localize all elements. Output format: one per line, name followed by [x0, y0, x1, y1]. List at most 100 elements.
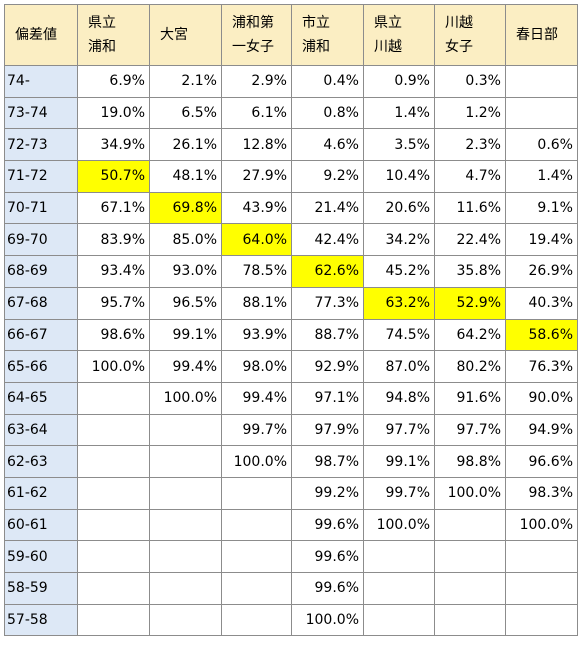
rate-cell: [149, 445, 222, 478]
rate-cell: 97.7%: [363, 413, 435, 447]
rate-cell: 80.2%: [434, 350, 506, 383]
rate-cell: [77, 540, 150, 573]
rate-cell: 97.1%: [291, 381, 364, 415]
band-cell: 64-65: [4, 381, 78, 415]
rate-cell: 26.1%: [149, 128, 222, 162]
band-cell: 63-64: [4, 413, 78, 447]
rate-cell: 95.7%: [77, 286, 150, 320]
band-cell: 70-71: [4, 191, 78, 225]
school-header: 春日部: [505, 4, 578, 66]
rate-cell: 20.6%: [363, 191, 435, 225]
rate-cell: 19.4%: [505, 223, 578, 257]
rate-cell: 88.1%: [221, 286, 292, 320]
table-row: 63-64 99.7% 97.9% 97.7% 97.7% 94.9%: [4, 413, 578, 447]
rate-cell: 99.1%: [363, 445, 435, 478]
rate-cell: [149, 413, 222, 447]
rate-cell: 67.1%: [77, 191, 150, 225]
table-body: 74- 6.9% 2.1% 2.9% 0.4% 0.9% 0.3% 73-74 19.0% 6.5…: [4, 65, 578, 637]
table-row: 67-68 95.7% 96.5% 88.1% 77.3% 63.2% 52.9% 40.3%: [4, 286, 578, 320]
rate-cell: 2.3%: [434, 128, 506, 162]
rate-cell: [77, 476, 150, 510]
band-cell: 65-66: [4, 350, 78, 383]
rate-cell: 100.0%: [291, 603, 364, 637]
band-cell: 73-74: [4, 96, 78, 130]
rate-cell: 78.5%: [221, 255, 292, 288]
rate-cell: 35.8%: [434, 255, 506, 288]
rate-cell: 90.0%: [505, 381, 578, 415]
table-row: 73-74 19.0% 6.5% 6.1% 0.8% 1.4% 1.2%: [4, 96, 578, 130]
rate-cell: 69.8%: [149, 191, 222, 225]
rate-cell: 3.5%: [363, 128, 435, 162]
band-cell: 67-68: [4, 286, 78, 320]
rate-cell: 6.9%: [77, 65, 150, 98]
table-row: 68-69 93.4% 93.0% 78.5% 62.6% 45.2% 35.8% 26.9%: [4, 255, 578, 288]
table-row: 59-60 99.6%: [4, 540, 578, 573]
table-row: 74- 6.9% 2.1% 2.9% 0.4% 0.9% 0.3%: [4, 65, 578, 98]
rate-cell: [363, 572, 435, 605]
rate-cell: 2.1%: [149, 65, 222, 98]
rate-cell: 99.6%: [291, 508, 364, 542]
rate-cell: 99.4%: [221, 381, 292, 415]
school-header: 川越 女子: [434, 4, 506, 66]
rate-cell: 98.3%: [505, 476, 578, 510]
rate-cell: [77, 381, 150, 415]
rate-cell: 93.9%: [221, 318, 292, 352]
rate-cell: 99.6%: [291, 572, 364, 605]
rate-cell: 99.4%: [149, 350, 222, 383]
rate-cell: 100.0%: [149, 381, 222, 415]
rate-cell: 40.3%: [505, 286, 578, 320]
band-cell: 62-63: [4, 445, 78, 478]
band-cell: 69-70: [4, 223, 78, 257]
rate-cell: 0.9%: [363, 65, 435, 98]
rate-cell: 74.5%: [363, 318, 435, 352]
band-cell: 72-73: [4, 128, 78, 162]
rate-cell: [505, 603, 578, 637]
school-header: 市立 浦和: [291, 4, 364, 66]
rate-cell: 22.4%: [434, 223, 506, 257]
rate-cell: 45.2%: [363, 255, 435, 288]
rate-cell: 98.0%: [221, 350, 292, 383]
rate-cell: 93.0%: [149, 255, 222, 288]
table-row: 62-63 100.0% 98.7% 99.1% 98.8% 96.6%: [4, 445, 578, 478]
rate-cell: 9.1%: [505, 191, 578, 225]
rate-cell: 96.5%: [149, 286, 222, 320]
rate-cell: 10.4%: [363, 160, 435, 193]
rate-cell: 62.6%: [291, 255, 364, 288]
rate-cell: [505, 540, 578, 573]
rate-cell: 100.0%: [363, 508, 435, 542]
rate-cell: 1.4%: [505, 160, 578, 193]
school-header: 浦和第 一女子: [221, 4, 292, 66]
rate-cell: [363, 603, 435, 637]
rate-cell: 100.0%: [434, 476, 506, 510]
band-cell: 61-62: [4, 476, 78, 510]
rate-cell: [77, 508, 150, 542]
rate-cell: 12.8%: [221, 128, 292, 162]
band-cell: 60-61: [4, 508, 78, 542]
rate-cell: [505, 572, 578, 605]
rate-cell: 42.4%: [291, 223, 364, 257]
rate-cell: 0.3%: [434, 65, 506, 98]
rate-cell: 87.0%: [363, 350, 435, 383]
rate-cell: 100.0%: [505, 508, 578, 542]
rate-cell: [363, 540, 435, 573]
rate-cell: 96.6%: [505, 445, 578, 478]
rate-cell: 99.1%: [149, 318, 222, 352]
rate-cell: 93.4%: [77, 255, 150, 288]
table-row: 71-72 50.7% 48.1% 27.9% 9.2% 10.4% 4.7% 1.4%: [4, 160, 578, 193]
rate-cell: 100.0%: [221, 445, 292, 478]
table-row: 72-73 34.9% 26.1% 12.8% 4.6% 3.5% 2.3% 0.6%: [4, 128, 578, 162]
table-row: 60-61 99.6% 100.0% 100.0%: [4, 508, 578, 542]
rate-cell: [434, 540, 506, 573]
rate-cell: 19.0%: [77, 96, 150, 130]
rate-cell: 64.0%: [221, 223, 292, 257]
rate-cell: 97.9%: [291, 413, 364, 447]
rate-cell: [221, 540, 292, 573]
rate-cell: 88.7%: [291, 318, 364, 352]
rate-cell: [149, 540, 222, 573]
band-cell: 57-58: [4, 603, 78, 637]
school-header: 県立 浦和: [77, 4, 150, 66]
rate-cell: 43.9%: [221, 191, 292, 225]
rate-cell: 98.8%: [434, 445, 506, 478]
rate-cell: 100.0%: [77, 350, 150, 383]
rate-cell: 4.6%: [291, 128, 364, 162]
